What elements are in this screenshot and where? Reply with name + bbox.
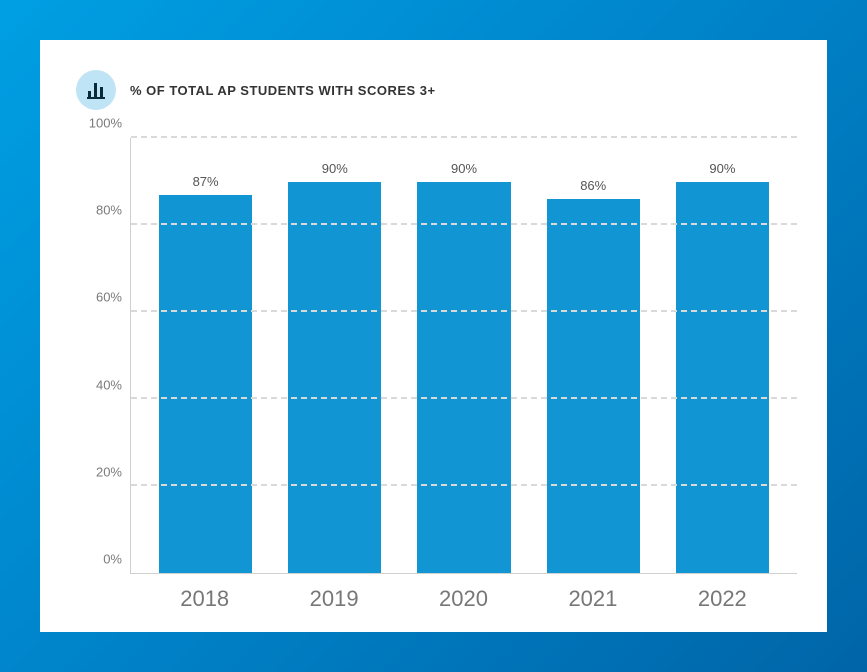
bar-slot: 90% xyxy=(270,138,399,573)
bar-value-label: 86% xyxy=(580,178,606,193)
x-tick-label: 2021 xyxy=(528,586,657,612)
chart-icon xyxy=(76,70,116,110)
gradient-background: % OF TOTAL AP STUDENTS WITH SCORES 3+ 0%… xyxy=(0,0,867,672)
bar-slot: 87% xyxy=(141,138,270,573)
gridline xyxy=(131,310,797,312)
plot: 87% 90% 90% 86% 90% xyxy=(130,138,797,574)
bar-slot: 90% xyxy=(399,138,528,573)
x-tick-label: 2022 xyxy=(658,586,787,612)
bar-value-label: 90% xyxy=(451,161,477,176)
y-tick-label: 40% xyxy=(96,377,122,392)
bar xyxy=(417,182,510,574)
x-labels: 20182019202020212022 xyxy=(130,586,797,612)
bar xyxy=(159,195,252,573)
plot-row: 0%20%40%60%80%100% 87%90%90%86%90% xyxy=(70,138,797,574)
y-axis: 0%20%40%60%80%100% xyxy=(70,138,130,574)
y-tick-label: 20% xyxy=(96,464,122,479)
bar xyxy=(676,182,769,574)
y-tick-label: 80% xyxy=(96,203,122,218)
x-tick-label: 2019 xyxy=(269,586,398,612)
bar xyxy=(547,199,640,573)
chart-card: % OF TOTAL AP STUDENTS WITH SCORES 3+ 0%… xyxy=(40,40,827,632)
bar-slot: 90% xyxy=(658,138,787,573)
bar-value-label: 90% xyxy=(322,161,348,176)
y-tick-label: 100% xyxy=(89,116,122,131)
bars-container: 87% 90% 90% 86% 90% xyxy=(131,138,797,573)
gridline xyxy=(131,223,797,225)
chart-header: % OF TOTAL AP STUDENTS WITH SCORES 3+ xyxy=(76,70,797,110)
chart-area: 0%20%40%60%80%100% 87%90%90%86%90% 20182… xyxy=(70,138,797,612)
bar-slot: 86% xyxy=(529,138,658,573)
bar xyxy=(288,182,381,574)
chart-title: % OF TOTAL AP STUDENTS WITH SCORES 3+ xyxy=(130,83,436,98)
gridline xyxy=(131,484,797,486)
x-tick-label: 2018 xyxy=(140,586,269,612)
y-tick-label: 0% xyxy=(103,552,122,567)
gridline xyxy=(131,136,797,138)
gridline xyxy=(131,397,797,399)
bar-value-label: 90% xyxy=(709,161,735,176)
y-tick-label: 60% xyxy=(96,290,122,305)
x-tick-label: 2020 xyxy=(399,586,528,612)
x-axis: 20182019202020212022 xyxy=(70,574,797,612)
bar-value-label: 87% xyxy=(193,174,219,189)
